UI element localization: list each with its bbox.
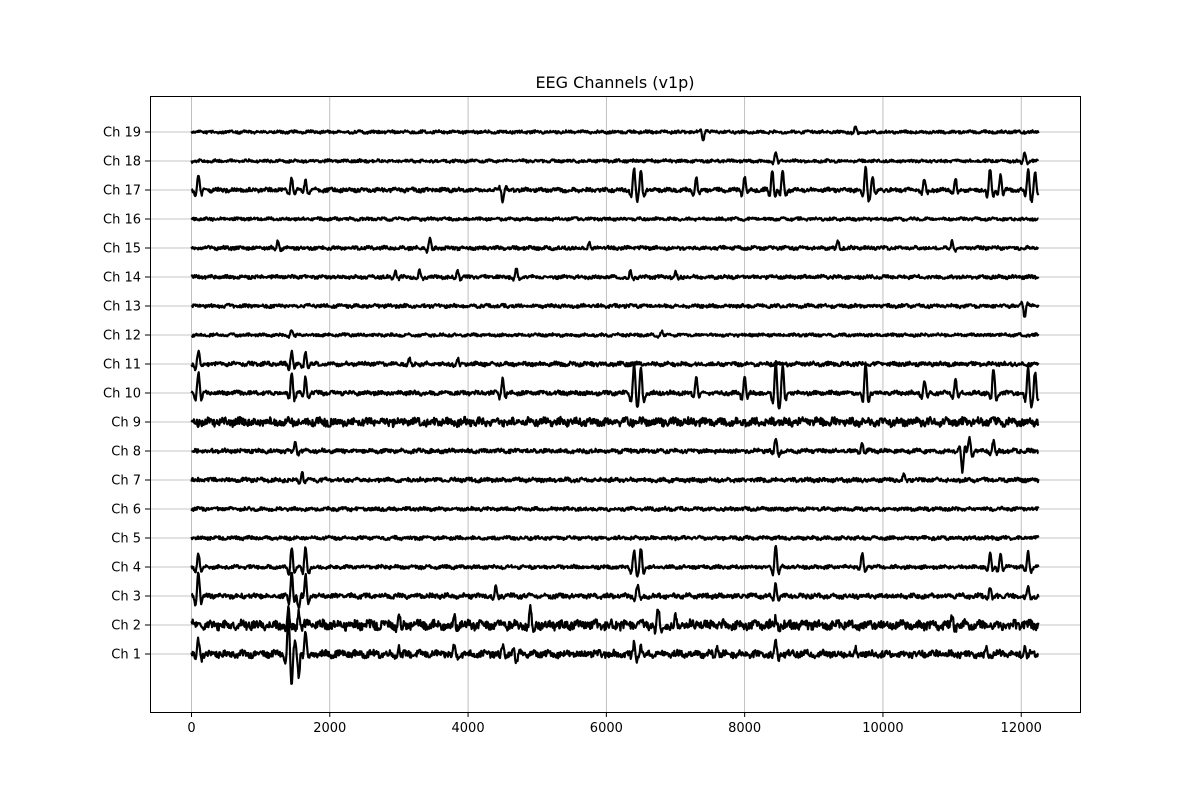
- eeg-trace-11: [190, 349, 1040, 372]
- channel-label: Ch 7: [111, 474, 141, 489]
- eeg-trace-15: [190, 236, 1040, 254]
- eeg-trace-18: [190, 151, 1039, 166]
- channel-label: Ch 13: [103, 300, 141, 315]
- channel-label: Ch 8: [111, 445, 141, 460]
- eeg-traces: [190, 125, 1040, 685]
- plot-frame: [150, 96, 1081, 713]
- channel-label: Ch 14: [103, 271, 141, 286]
- channel-label: Ch 11: [103, 358, 141, 373]
- x-tick-label: 0: [187, 721, 195, 736]
- channel-label: Ch 17: [103, 184, 141, 199]
- x-tick-label: 6000: [590, 721, 623, 736]
- channel-label: Ch 9: [111, 416, 141, 431]
- eeg-trace-16: [190, 216, 1039, 222]
- eeg-trace-9: [190, 415, 1040, 429]
- channel-label: Ch 15: [103, 242, 141, 257]
- channel-label: Ch 19: [103, 126, 141, 141]
- eeg-trace-1: [190, 617, 1039, 685]
- eeg-trace-6: [190, 505, 1040, 513]
- channel-label: Ch 2: [111, 619, 141, 634]
- eeg-trace-4: [190, 544, 1040, 578]
- chart-title: EEG Channels (v1p): [535, 73, 694, 92]
- channel-label: Ch 3: [111, 590, 141, 605]
- channel-label: Ch 12: [103, 329, 141, 344]
- x-tick-label: 12000: [1001, 721, 1042, 736]
- eeg-trace-7: [190, 470, 1040, 485]
- channel-label: Ch 1: [111, 648, 141, 663]
- channel-label: Ch 5: [111, 532, 141, 547]
- x-tick-label: 2000: [313, 721, 346, 736]
- eeg-trace-8: [191, 435, 1039, 474]
- eeg-trace-17: [190, 165, 1040, 204]
- channel-label: Ch 10: [103, 387, 141, 402]
- axes: 0 2000 4000 6000 8000 10000 12000 Ch 1 Ch 2 Ch 3 C…: [103, 126, 1042, 737]
- channel-label: Ch 6: [111, 503, 141, 518]
- x-tick-label: 10000: [862, 721, 903, 736]
- eeg-trace-19: [190, 125, 1040, 142]
- eeg-trace-10: [190, 360, 1040, 410]
- eeg-trace-3: [190, 571, 1040, 609]
- eeg-trace-14: [190, 267, 1040, 282]
- channel-label: Ch 16: [103, 213, 141, 228]
- eeg-trace-2: [190, 604, 1040, 635]
- channel-label: Ch 4: [111, 561, 141, 576]
- eeg-trace-5: [190, 534, 1040, 542]
- channel-label: Ch 18: [103, 155, 141, 170]
- x-tick-label: 8000: [728, 721, 761, 736]
- eeg-trace-13: [191, 300, 1040, 318]
- x-tick-label: 4000: [452, 721, 485, 736]
- eeg-trace-12: [190, 329, 1040, 339]
